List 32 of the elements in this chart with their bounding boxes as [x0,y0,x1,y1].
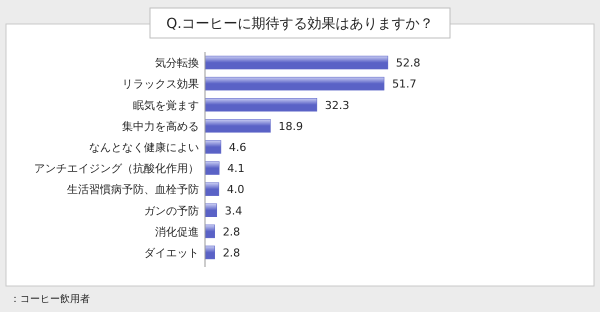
data-label: 4.0 [226,183,244,196]
y-tick-label: 気分転換 [155,56,199,70]
y-tick-label: 集中力を高める [122,120,199,133]
data-label: 3.4 [224,204,242,218]
data-label: 32.3 [324,98,350,112]
bar [204,140,222,154]
y-tick-label: 生活習慣病予防、血栓予防 [67,183,199,196]
y-tick-label: 眠気を覚ます [133,98,199,112]
y-tick-label: リラックス効果 [122,78,199,91]
bar [204,76,384,90]
bar [204,182,220,196]
data-label: 18.9 [278,120,303,133]
bar [204,161,220,175]
y-tick-label: アンチエイジング（抗酸化作用） [34,162,199,176]
data-label: 2.8 [222,246,240,260]
data-label: 51.7 [392,78,417,91]
y-tick-label: なんとなく健康によい [89,140,199,154]
bar [204,204,218,217]
bar [204,224,215,238]
y-tick-label: ダイエット [144,246,199,260]
text: ：コーヒー飲用者 [10,293,90,305]
data-label: 2.8 [222,225,240,238]
data-label: 4.1 [227,162,245,176]
data-label: 52.8 [396,56,420,70]
bar [204,56,388,70]
chart-title: Q.コーヒーに期待する効果はありますか？ [166,16,434,32]
data-label: 4.6 [228,140,246,154]
bar [204,98,318,112]
y-tick-label: ガンの予防 [144,204,199,218]
bar [204,119,271,133]
bar [204,246,215,260]
y-tick-label: 消化促進 [155,225,199,238]
